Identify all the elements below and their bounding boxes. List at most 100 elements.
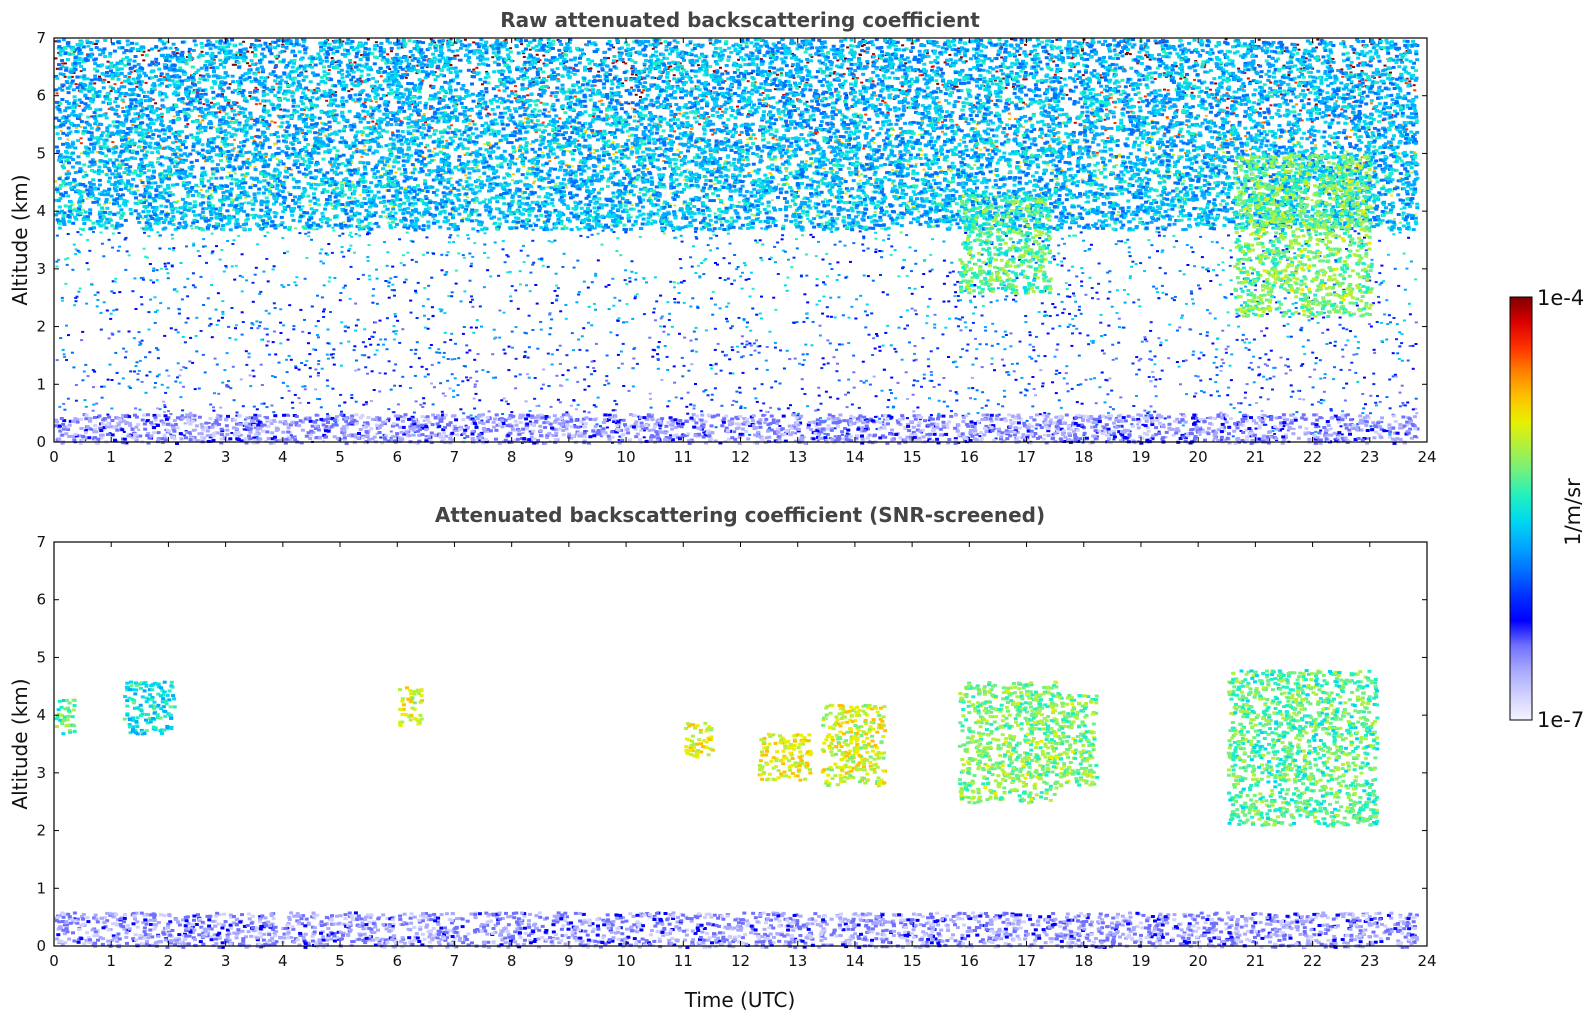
noise-cell	[943, 61, 947, 64]
noise-cell	[941, 83, 945, 86]
noise-cell	[251, 183, 254, 186]
noise-cell	[344, 170, 348, 173]
noise-cell	[194, 335, 198, 337]
noise-cell	[825, 275, 829, 278]
noise-cell	[704, 95, 708, 98]
noise-cell	[1024, 43, 1027, 46]
noise-cell	[137, 369, 141, 372]
noise-cell	[1126, 293, 1130, 296]
noise-cell	[1150, 244, 1154, 247]
noise-cell	[79, 233, 83, 236]
noise-cell	[1060, 260, 1064, 263]
noise-cell	[148, 370, 152, 373]
noise-cell	[1218, 202, 1222, 205]
noise-cell	[102, 301, 106, 304]
noise-cell	[881, 99, 885, 102]
noise-cell	[1024, 321, 1028, 324]
noise-cell	[1301, 345, 1305, 348]
noise-cell	[981, 304, 985, 307]
noise-cell	[1099, 321, 1103, 324]
noise-cell	[410, 258, 414, 261]
noise-cell	[624, 79, 628, 82]
noise-cell	[1127, 251, 1131, 254]
noise-cell	[1177, 154, 1181, 157]
noise-cell	[1025, 419, 1029, 422]
noise-cell	[157, 49, 161, 52]
noise-cell	[316, 320, 320, 323]
noise-cell	[573, 424, 577, 427]
noise-cell	[1065, 93, 1069, 96]
noise-cell	[389, 277, 393, 280]
noise-cell	[1091, 108, 1095, 111]
noise-cell	[373, 418, 377, 421]
noise-cell	[210, 283, 214, 286]
noise-cell	[156, 231, 160, 234]
noise-cell	[231, 243, 235, 245]
noise-cell	[837, 274, 841, 276]
noise-cell	[796, 190, 800, 192]
noise-cell	[1028, 343, 1032, 346]
noise-cell	[509, 300, 513, 303]
noise-cell	[957, 299, 960, 302]
noise-cell	[473, 201, 477, 204]
noise-cell	[822, 281, 826, 284]
noise-cell	[191, 361, 195, 364]
noise-cell	[1184, 432, 1188, 435]
noise-cell	[1232, 112, 1236, 115]
noise-cell	[1128, 430, 1132, 433]
noise-cell	[832, 72, 836, 75]
noise-cell	[844, 192, 848, 195]
noise-cell	[1070, 142, 1074, 145]
noise-cell	[1361, 412, 1365, 414]
noise-cell	[473, 358, 477, 361]
noise-cell	[153, 296, 157, 299]
noise-cell	[659, 317, 663, 320]
noise-cell	[60, 296, 64, 299]
noise-cell	[441, 392, 445, 395]
noise-cell	[670, 192, 674, 195]
noise-cell	[544, 418, 548, 420]
noise-cell	[240, 311, 244, 314]
noise-cell	[1293, 252, 1297, 255]
noise-cell	[271, 341, 275, 344]
noise-cell	[1057, 399, 1061, 402]
noise-cell	[100, 396, 104, 399]
noise-cell	[592, 367, 596, 369]
noise-cell	[96, 299, 100, 301]
noise-cell	[1080, 285, 1084, 287]
noise-cell	[1206, 309, 1209, 311]
noise-cell	[1228, 264, 1232, 267]
noise-cell	[1043, 412, 1047, 414]
noise-cell	[114, 277, 118, 280]
noise-cell	[450, 332, 454, 335]
noise-cell	[78, 287, 82, 290]
noise-cell	[805, 312, 808, 315]
noise-cell	[1369, 180, 1373, 183]
noise-cell	[364, 401, 368, 404]
noise-cell	[886, 324, 890, 327]
noise-cell	[369, 343, 373, 346]
noise-cell	[1364, 79, 1368, 82]
noise-cell	[622, 385, 626, 387]
noise-cell	[634, 295, 637, 298]
noise-cell	[1011, 255, 1015, 258]
noise-cell	[66, 82, 70, 85]
noise-cell	[968, 231, 972, 234]
noise-cell	[1051, 178, 1055, 181]
noise-cell	[169, 413, 173, 416]
noise-cell	[1341, 75, 1345, 78]
noise-cell	[526, 170, 530, 173]
noise-cell	[401, 254, 405, 257]
noise-cell	[304, 70, 308, 73]
noise-cell	[473, 407, 477, 410]
noise-cell	[751, 307, 755, 310]
noise-cell	[1060, 264, 1064, 267]
noise-cell	[1208, 378, 1212, 381]
noise-cell	[870, 312, 874, 315]
noise-cell	[576, 380, 580, 383]
noise-cell	[83, 399, 87, 402]
noise-cell	[442, 351, 446, 354]
noise-cell	[1018, 259, 1022, 261]
noise-cell	[209, 403, 213, 406]
noise-cell	[76, 249, 80, 252]
